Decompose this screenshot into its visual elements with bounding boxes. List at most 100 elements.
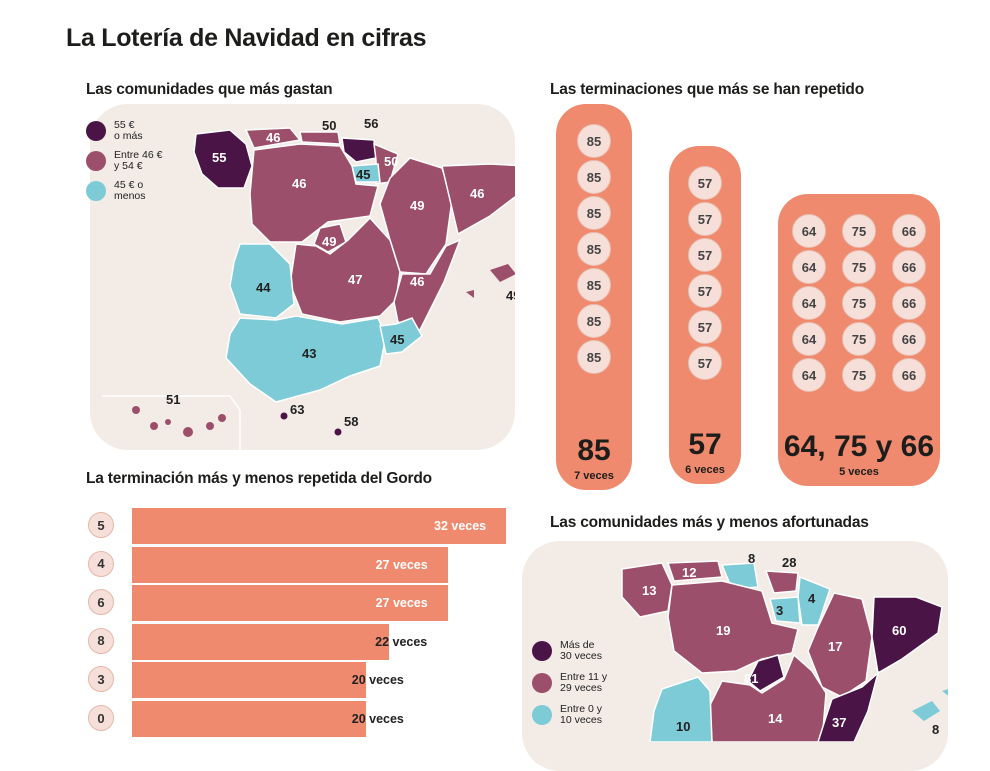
luck-label: 19	[716, 623, 730, 638]
luck-label: 14	[768, 711, 783, 726]
bar	[132, 662, 366, 699]
bar-value-label: 22 veces	[375, 634, 428, 649]
spend-label: 50	[322, 118, 336, 133]
luck-map-title: Las comunidades más y menos afortunadas	[550, 514, 869, 531]
bar-category-label: 5	[88, 512, 114, 538]
bar-category-label: 3	[88, 666, 114, 693]
region-navarra	[797, 575, 831, 626]
legend-item: 55 € o más	[86, 120, 162, 142]
region-ceuta	[280, 412, 288, 420]
region-la-rioja	[769, 596, 801, 624]
luck-label: 4	[808, 591, 816, 606]
region-castilla-leon	[249, 143, 379, 243]
spend-label: 49	[322, 234, 336, 249]
bar-category-label: 0	[88, 705, 114, 731]
lottery-ball: 85	[577, 232, 611, 266]
legend-label: 29 veces	[560, 682, 603, 694]
legend-swatch	[532, 673, 552, 693]
spend-label: 58	[344, 414, 358, 429]
lottery-ball: 75	[842, 358, 876, 392]
region-galicia	[193, 129, 253, 189]
region-asturias	[244, 127, 302, 149]
legend-item: Más de 30 veces	[532, 640, 607, 662]
legend-label: Más de	[560, 639, 595, 651]
spend-label: 45	[390, 332, 404, 347]
lottery-ball: 66	[892, 250, 926, 284]
lottery-ball: 57	[688, 166, 722, 200]
luck-label: 12	[682, 565, 696, 580]
region-aragon	[807, 592, 873, 698]
lottery-ball: 64	[792, 322, 826, 356]
luck-label: 37	[832, 715, 846, 730]
ending-times: 5 veces	[839, 466, 879, 478]
lottery-ball: 85	[577, 304, 611, 338]
legend-label: Entre 46 €	[114, 149, 163, 161]
region-baleares	[490, 264, 515, 282]
ending-times: 7 veces	[574, 470, 614, 482]
region-valencia	[817, 670, 880, 742]
region-navarra	[373, 142, 399, 185]
region-castilla-mancha	[289, 216, 401, 323]
ending-times: 6 veces	[685, 464, 725, 476]
spend-label: 51	[166, 392, 180, 407]
spend-map: 55 46 50 56 50 45 46 49 46 49 47 44 46 4…	[102, 116, 515, 450]
legend-label: 55 €	[114, 119, 135, 131]
legend-swatch	[86, 151, 106, 171]
legend-label: 10 veces	[560, 714, 603, 726]
luck-map: 8 28 13 12 3 4 19 17 60 81 14 37 10 8	[621, 551, 948, 742]
spend-label: 49	[506, 288, 515, 303]
region-extremadura	[649, 676, 713, 742]
legend-label: y 54 €	[114, 160, 143, 172]
region-melilla	[334, 428, 342, 436]
spend-label: 50	[384, 154, 398, 169]
legend-label: o más	[114, 130, 143, 142]
legend-label: Entre 11 y	[560, 671, 608, 683]
luck-label: 17	[828, 639, 842, 654]
legend-item: Entre 11 y 29 veces	[532, 672, 607, 694]
legend-item: Entre 0 y 10 veces	[532, 704, 607, 726]
lottery-ball: 64	[792, 286, 826, 320]
gordo-bar-chart: 5 32 veces 4 27 veces 6 27 veces 8 22 veces 3 20 …	[86, 508, 516, 742]
lottery-ball: 64	[792, 250, 826, 284]
region-asturias	[666, 560, 723, 582]
lottery-ball: 57	[688, 202, 722, 236]
region-valencia	[393, 238, 462, 331]
bar-category-label: 6	[88, 589, 114, 616]
spend-label: 63	[290, 402, 304, 417]
bar	[132, 623, 390, 660]
legend-label: menos	[114, 190, 146, 202]
lottery-ball: 66	[892, 322, 926, 356]
luck-label: 60	[892, 623, 906, 638]
spend-map-title: Las comunidades que más gastan	[86, 81, 333, 98]
legend-item: Entre 46 € y 54 €	[86, 150, 162, 172]
lottery-ball: 57	[688, 310, 722, 344]
legend-swatch	[532, 641, 552, 661]
legend-swatch	[532, 705, 552, 725]
spend-legend: 55 € o más Entre 46 € y 54 € 45 € o menos	[86, 120, 162, 202]
bar-category-label: 4	[88, 550, 114, 577]
region-madrid	[747, 654, 785, 692]
region-canarias	[183, 427, 193, 437]
ending-capsule: 85 85 85 85 85 85 85 85 7 veces	[556, 104, 632, 490]
bar-value-label: 27 veces	[375, 596, 428, 611]
ending-big-number: 57	[688, 428, 722, 461]
luck-label: 81	[744, 671, 758, 686]
spend-label: 46	[266, 130, 280, 145]
region-extremadura	[229, 243, 295, 319]
ending-capsule: 57 57 57 57 57 57 57 6 veces	[669, 146, 741, 484]
region-pais-vasco	[341, 137, 377, 163]
lottery-ball: 85	[577, 340, 611, 374]
lottery-ball: 75	[842, 250, 876, 284]
spend-label: 43	[302, 346, 316, 361]
ending-capsule: 64 75 66 64 75 66 64 75 66 64 75 66 64 75 66 64, 75 y 6…	[778, 194, 940, 486]
lottery-ball: 66	[892, 286, 926, 320]
lottery-ball: 57	[688, 238, 722, 272]
lottery-ball: 85	[577, 196, 611, 230]
luck-label: 10	[676, 719, 690, 734]
legend-item: 45 € o menos	[86, 180, 162, 202]
lottery-ball: 64	[792, 214, 826, 248]
bar-value-label: 32 veces	[434, 519, 487, 533]
lottery-ball: 66	[892, 358, 926, 392]
lottery-ball: 66	[892, 214, 926, 248]
legend-label: Entre 0 y	[560, 703, 603, 715]
